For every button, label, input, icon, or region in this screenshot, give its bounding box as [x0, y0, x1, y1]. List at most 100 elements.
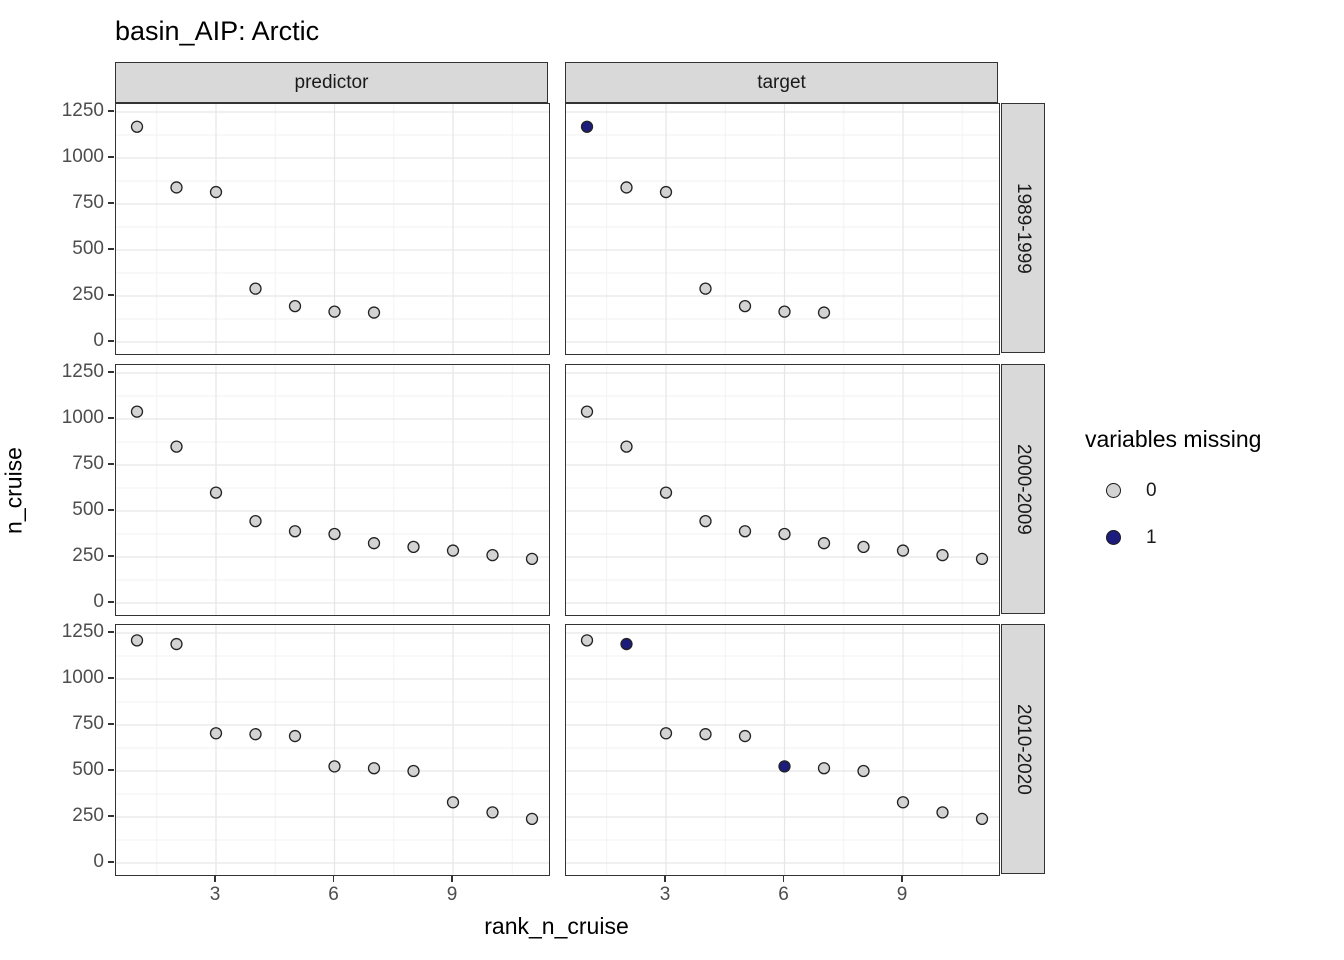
data-point — [817, 762, 831, 775]
facet-row-label: 2000-2009 — [1013, 443, 1034, 535]
data-point — [778, 527, 791, 541]
data-point — [580, 120, 594, 133]
panel-predictor-2000-2009 — [115, 364, 550, 616]
y-tick-mark — [108, 601, 114, 603]
y-tick-label: 500 — [72, 759, 104, 780]
data-point — [896, 544, 910, 557]
y-tick-label: 750 — [72, 713, 104, 734]
y-tick-label: 250 — [72, 545, 104, 566]
legend-key-0-icon — [1106, 483, 1121, 498]
y-tick-mark — [108, 815, 114, 817]
data-point — [288, 525, 302, 538]
data-point — [936, 806, 949, 819]
y-tick-mark — [108, 156, 114, 158]
y-tick-mark — [108, 417, 114, 419]
data-point — [328, 305, 341, 318]
data-point — [580, 405, 594, 418]
y-tick-label: 250 — [72, 805, 104, 826]
data-point — [738, 729, 752, 743]
data-point — [936, 549, 949, 562]
x-tick-label: 3 — [209, 884, 221, 905]
page-title: basin_AIP: Arctic — [115, 16, 320, 46]
data-point — [580, 634, 594, 647]
data-point — [446, 544, 460, 557]
data-point — [699, 728, 712, 741]
facet-col-label: predictor — [294, 71, 369, 93]
facet-col-strip-predictor: predictor — [115, 62, 548, 103]
data-point — [699, 514, 712, 528]
panel-target-1989-1999 — [565, 103, 1000, 355]
x-tick-mark — [332, 875, 335, 882]
data-point — [778, 760, 791, 773]
legend-label-0: 0 — [1146, 480, 1157, 501]
data-point — [328, 760, 341, 773]
data-point — [659, 486, 673, 499]
data-point — [249, 728, 262, 741]
y-tick-mark — [108, 110, 114, 112]
facet-row-strip-2010-2020: 2010-2020 — [1001, 624, 1045, 874]
data-point — [817, 306, 831, 319]
x-tick-label: 9 — [446, 884, 458, 905]
data-point — [659, 727, 673, 740]
data-point — [738, 525, 752, 538]
y-axis-title: n_cruise — [0, 447, 27, 534]
data-point — [130, 405, 144, 418]
data-point — [130, 120, 144, 133]
y-tick-label: 0 — [93, 330, 104, 351]
data-point — [367, 306, 381, 319]
data-point — [778, 305, 791, 318]
facet-row-strip-2000-2009: 2000-2009 — [1001, 364, 1045, 614]
data-point — [209, 185, 223, 199]
y-tick-mark — [108, 631, 114, 633]
x-tick-mark — [782, 875, 785, 882]
data-point — [857, 540, 870, 554]
data-point — [699, 282, 712, 295]
y-tick-mark — [108, 769, 114, 771]
y-tick-label: 1250 — [61, 361, 104, 382]
y-tick-label: 750 — [72, 453, 104, 474]
y-tick-label: 250 — [72, 284, 104, 305]
legend-key-1-icon — [1106, 530, 1121, 545]
data-point — [659, 185, 673, 199]
data-point — [328, 527, 341, 541]
y-tick-label: 750 — [72, 192, 104, 213]
x-tick-label: 9 — [896, 884, 908, 905]
data-point — [209, 486, 223, 499]
facet-row-label: 2010-2020 — [1013, 703, 1034, 795]
x-tick-mark — [214, 875, 216, 882]
data-point — [446, 796, 460, 809]
data-point — [170, 440, 183, 453]
panel-target-2010-2020 — [565, 624, 1000, 876]
facet-row-label: 1989-1999 — [1013, 182, 1034, 274]
facet-col-strip-target: target — [565, 62, 998, 103]
data-point — [738, 299, 752, 313]
data-point — [857, 764, 870, 778]
panel-predictor-1989-1999 — [115, 103, 550, 355]
x-tick-mark — [451, 875, 453, 882]
y-tick-mark — [108, 340, 114, 342]
x-tick-label: 6 — [328, 884, 339, 905]
x-tick-label: 6 — [778, 884, 789, 905]
data-point — [367, 537, 381, 550]
y-tick-label: 1000 — [61, 667, 104, 688]
data-point — [407, 764, 420, 778]
y-tick-label: 0 — [93, 591, 104, 612]
y-tick-mark — [108, 248, 114, 250]
y-tick-label: 1000 — [61, 146, 104, 167]
data-point — [170, 181, 183, 194]
data-point — [486, 549, 499, 562]
panel-predictor-2010-2020 — [115, 624, 550, 876]
panel-target-2000-2009 — [565, 364, 1000, 616]
data-point — [620, 637, 633, 651]
data-point — [486, 806, 499, 819]
y-tick-label: 1000 — [61, 407, 104, 428]
x-tick-mark — [901, 875, 903, 882]
data-point — [525, 812, 539, 825]
data-point — [367, 762, 381, 775]
y-tick-label: 500 — [72, 499, 104, 520]
data-point — [288, 729, 302, 743]
data-point — [620, 181, 633, 194]
facet-row-strip-1989-1999: 1989-1999 — [1001, 103, 1045, 353]
y-tick-mark — [108, 294, 114, 296]
